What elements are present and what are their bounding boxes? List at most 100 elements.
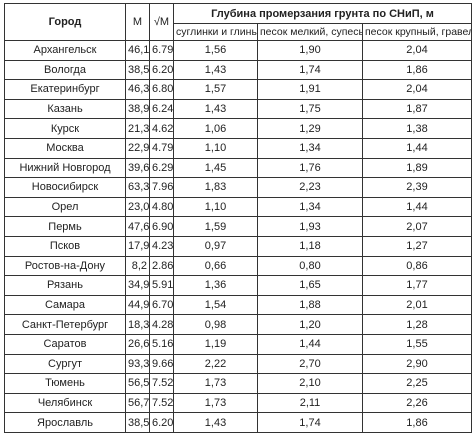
sqrt-m-cell: 6.90 (149, 216, 174, 237)
fine-sand-depth-cell: 1,88 (257, 294, 363, 316)
clay-depth-cell: 1,19 (173, 333, 258, 355)
fine-sand-depth-cell: 1,91 (257, 79, 363, 100)
m-cell: 56,7 (125, 392, 150, 414)
clay-depth-cell: 1,73 (173, 392, 258, 414)
city-cell: Самара (4, 294, 126, 316)
sqrt-m-cell: 5.91 (149, 275, 174, 296)
city-cell: Саратов (4, 333, 126, 355)
city-cell: Архангельск (4, 40, 126, 61)
coarse-sand-depth-cell: 2,01 (361, 294, 473, 316)
fine-sand-depth-cell: 1,34 (257, 196, 363, 218)
fine-sand-depth-cell: 1,74 (257, 412, 363, 433)
fine-sand-depth-cell: 1,75 (257, 98, 363, 120)
coarse-sand-depth-cell: 1,28 (361, 314, 473, 335)
sqrt-m-cell: 6.80 (149, 79, 174, 100)
clay-depth-cell: 0,97 (173, 235, 258, 257)
m-cell: 38,5 (125, 412, 150, 433)
fine-sand-depth-cell: 0,80 (257, 255, 363, 277)
fine-sand-depth-cell: 2,70 (257, 353, 363, 375)
sqrt-m-cell: 6.79 (149, 40, 174, 61)
fine-sand-depth-cell: 2,10 (257, 373, 363, 394)
table-row: Самара 44,9 6.70 1,54 1,88 2,01 (4, 294, 473, 316)
m-cell: 8,2 (125, 255, 150, 277)
table-row: Нижний Новгород 39,6 6.29 1,45 1,76 1,89 (4, 157, 473, 179)
m-cell: 44,9 (125, 294, 150, 316)
city-cell: Москва (4, 137, 126, 159)
coarse-sand-depth-cell: 1,89 (361, 157, 473, 179)
m-cell: 38,9 (125, 98, 150, 120)
table-row: Орел 23,0 4.80 1,10 1,34 1,44 (4, 196, 473, 218)
m-cell: 46,3 (125, 79, 150, 100)
m-cell: 93,3 (125, 353, 150, 375)
clay-depth-cell: 1,43 (173, 98, 258, 120)
fine-sand-depth-cell: 1,65 (257, 275, 363, 296)
table-row: Рязань 34,9 5.91 1,36 1,65 1,77 (4, 275, 473, 296)
m-cell: 46,1 (125, 40, 150, 61)
clay-depth-cell: 0,98 (173, 314, 258, 335)
city-cell: Курск (4, 118, 126, 139)
freeze-depth-table-container: Город M √M Глубина промерзания грунта по… (4, 3, 473, 433)
city-cell: Орел (4, 196, 126, 218)
fine-sand-depth-cell: 2,23 (257, 177, 363, 198)
city-cell: Санкт-Петербург (4, 314, 126, 335)
m-cell: 38,5 (125, 59, 150, 81)
clay-depth-cell: 1,57 (173, 79, 258, 100)
sqrt-m-cell: 6.20 (149, 412, 174, 433)
table-row: Тюмень 56,5 7.52 1,73 2,10 2,25 (4, 373, 473, 394)
coarse-sand-depth-cell: 2,26 (361, 392, 473, 414)
table-row: Сургут 93,3 9.66 2,22 2,70 2,90 (4, 353, 473, 375)
city-cell: Екатеринбург (4, 79, 126, 100)
table-row: Саратов 26,6 5.16 1,19 1,44 1,55 (4, 333, 473, 355)
fine-sand-depth-cell: 2,11 (257, 392, 363, 414)
fine-sand-depth-cell: 1,76 (257, 157, 363, 179)
sqrt-m-cell: 6.29 (149, 157, 174, 179)
m-cell: 21,3 (125, 118, 150, 139)
fine-sand-depth-cell: 1,90 (257, 40, 363, 61)
sqrt-m-cell: 4.23 (149, 235, 174, 257)
sqrt-m-cell: 6.20 (149, 59, 174, 81)
sqrt-m-cell: 6.70 (149, 294, 174, 316)
city-cell: Вологда (4, 59, 126, 81)
sqrt-m-cell: 5.16 (149, 333, 174, 355)
table-row: Вологда 38,5 6.20 1,43 1,74 1,86 (4, 59, 473, 81)
clay-depth-cell: 1,43 (173, 412, 258, 433)
clay-depth-cell: 1,59 (173, 216, 258, 237)
sqrt-m-cell: 6.24 (149, 98, 174, 120)
city-cell: Псков (4, 235, 126, 257)
table-row: Москва 22,9 4.79 1,10 1,34 1,44 (4, 137, 473, 159)
sqrt-m-cell: 4.79 (149, 137, 174, 159)
m-cell: 63,3 (125, 177, 150, 198)
header-city: Город (4, 3, 126, 41)
m-cell: 23,0 (125, 196, 150, 218)
clay-depth-cell: 1,10 (173, 196, 258, 218)
table-row: Новосибирск 63,3 7.96 1,83 2,23 2,39 (4, 177, 473, 198)
coarse-sand-depth-cell: 0,86 (361, 255, 473, 277)
coarse-sand-depth-cell: 1,86 (361, 412, 473, 433)
coarse-sand-depth-cell: 1,87 (361, 98, 473, 120)
coarse-sand-depth-cell: 1,44 (361, 196, 473, 218)
table-row: Ярославль 38,5 6.20 1,43 1,74 1,86 (4, 412, 473, 433)
coarse-sand-depth-cell: 1,44 (361, 137, 473, 159)
sqrt-m-cell: 7.52 (149, 373, 174, 394)
coarse-sand-depth-cell: 2,39 (361, 177, 473, 198)
clay-depth-cell: 1,83 (173, 177, 258, 198)
table-row: Псков 17,9 4.23 0,97 1,18 1,27 (4, 235, 473, 257)
sqrt-m-cell: 7.52 (149, 392, 174, 414)
m-cell: 56,5 (125, 373, 150, 394)
fine-sand-depth-cell: 1,44 (257, 333, 363, 355)
coarse-sand-depth-cell: 1,27 (361, 235, 473, 257)
clay-depth-cell: 1,10 (173, 137, 258, 159)
table-header: Город M √M Глубина промерзания грунта по… (4, 3, 473, 41)
city-cell: Ростов-на-Дону (4, 255, 126, 277)
table-body: Архангельск 46,1 6.79 1,56 1,90 2,04 Вологда 38… (4, 40, 473, 433)
table-row: Пермь 47,6 6.90 1,59 1,93 2,07 (4, 216, 473, 237)
fine-sand-depth-cell: 1,20 (257, 314, 363, 335)
clay-depth-cell: 0,66 (173, 255, 258, 277)
table-row: Ростов-на-Дону 8,2 2.86 0,66 0,80 0,86 (4, 255, 473, 277)
coarse-sand-depth-cell: 2,90 (361, 353, 473, 375)
coarse-sand-depth-cell: 2,07 (361, 216, 473, 237)
city-cell: Ярославль (4, 412, 126, 433)
table-row: Челябинск 56,7 7.52 1,73 2,11 2,26 (4, 392, 473, 414)
clay-depth-cell: 1,06 (173, 118, 258, 139)
m-cell: 47,6 (125, 216, 150, 237)
